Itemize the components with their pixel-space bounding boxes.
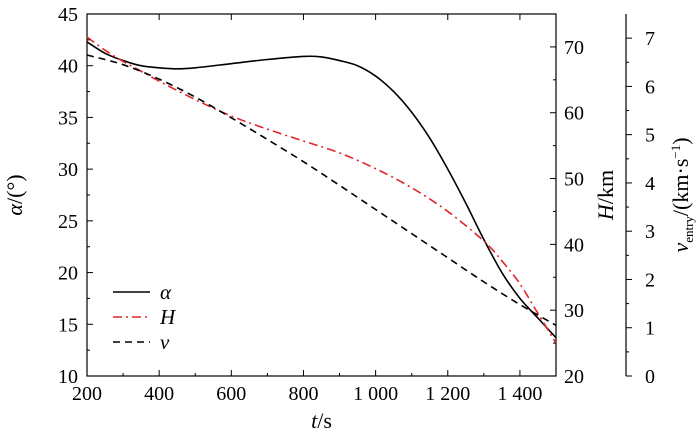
y-right2-tick-label: 7 <box>645 28 655 50</box>
y-right1-tick-label: 60 <box>564 103 584 125</box>
y-right1-tick-label: 30 <box>564 300 584 322</box>
y-right2-tick-label: 3 <box>645 221 655 243</box>
y-left-tick-label: 30 <box>58 159 78 181</box>
axes-group: 200 400 600 800 1 000 1 200 1 400t/s1015202530… <box>2 4 696 433</box>
y-left-tick-label: 10 <box>58 366 78 388</box>
y-right2-axis-title: ventry/(km·s−1) <box>668 137 696 252</box>
y-right2-tick-label: 1 <box>645 318 655 340</box>
legend-label-1: H <box>159 305 177 329</box>
y-left-tick-label: 45 <box>58 4 78 26</box>
legend-label-2: v <box>160 330 170 354</box>
y-left-axis-title: α/(°) <box>2 174 27 215</box>
series-line-0 <box>86 41 557 339</box>
y-left-tick-label: 15 <box>58 314 78 336</box>
x-tick-label: 200 <box>72 383 102 405</box>
y-right2-tick-label: 0 <box>645 366 655 388</box>
x-tick-label: 800 <box>288 383 318 405</box>
x-tick-label: 1 200 <box>425 383 470 405</box>
legend: αHv <box>113 280 177 354</box>
series-line-1 <box>86 36 557 344</box>
x-tick-label: 1 400 <box>497 383 542 405</box>
x-axis-title: t/s <box>311 408 332 433</box>
series-group <box>86 36 557 344</box>
y-left-tick-label: 25 <box>58 211 78 233</box>
series-line-2 <box>86 54 557 327</box>
y-left-tick-label: 20 <box>58 263 78 285</box>
x-tick-label: 400 <box>144 383 174 405</box>
y-right2-tick-label: 6 <box>645 76 655 98</box>
y-right1-tick-label: 40 <box>564 234 584 256</box>
x-tick-label: 600 <box>216 383 246 405</box>
y-left-tick-label: 35 <box>58 107 78 129</box>
y-right2-tick-label: 5 <box>645 125 655 147</box>
y-left-tick-label: 40 <box>58 56 78 78</box>
y-right1-tick-label: 50 <box>564 169 584 191</box>
y-right2-tick-label: 2 <box>645 269 655 291</box>
y-right1-axis-title: H/km <box>593 170 618 221</box>
y-right2-tick-label: 4 <box>645 173 655 195</box>
x-tick-label: 1 000 <box>353 383 398 405</box>
legend-label-0: α <box>160 280 172 304</box>
y-right1-tick-label: 70 <box>564 37 584 59</box>
y-right1-tick-label: 20 <box>564 366 584 388</box>
